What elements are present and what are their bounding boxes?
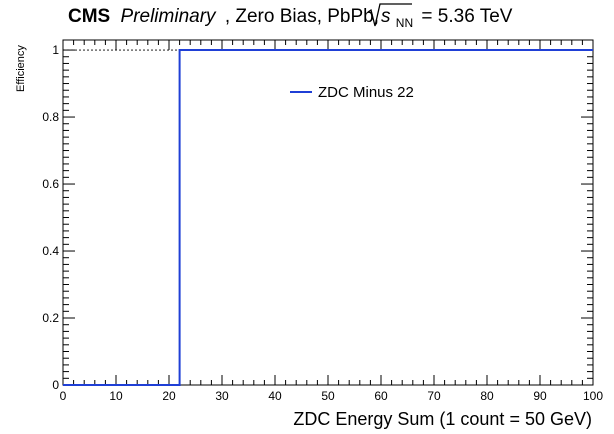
x-tick-label: 70: [427, 389, 441, 403]
x-tick-label: 60: [374, 389, 388, 403]
x-axis-title: ZDC Energy Sum (1 count = 50 GeV): [293, 409, 592, 429]
x-tick-label: 0: [60, 389, 67, 403]
title-status: Preliminary: [121, 6, 218, 27]
x-axis: 0 10 20 30 40 50 60 70 80 90 100: [60, 40, 603, 403]
series-layer: [63, 49, 593, 386]
title-energy-subscript: NN: [396, 16, 413, 30]
series-line: [63, 49, 593, 386]
x-tick-label: 50: [321, 389, 335, 403]
x-tick-label: 10: [109, 389, 123, 403]
x-tick-label: 90: [533, 389, 547, 403]
title-energy-value: = 5.36 TeV: [421, 6, 512, 27]
x-tick-label: 100: [583, 389, 603, 403]
y-axis-title: Efficiency: [15, 45, 27, 92]
legend: ZDC Minus 22: [290, 84, 414, 101]
x-tick-label: 30: [215, 389, 229, 403]
y-tick-label: 1: [52, 43, 59, 57]
title-experiment: CMS: [68, 6, 110, 27]
x-tick-label: 80: [480, 389, 494, 403]
x-tick-label: 20: [162, 389, 176, 403]
y-axis: 0 0.2 0.4 0.6 0.8 1: [42, 43, 593, 392]
y-tick-label: 0.4: [42, 244, 59, 258]
title-rest: , Zero Bias, PbPb,: [225, 6, 379, 27]
y-tick-label: 0.6: [42, 177, 59, 191]
y-tick-label: 0: [52, 378, 59, 392]
title-energy: s NN = 5.36 TeV: [381, 6, 513, 32]
y-tick-label: 0.8: [42, 110, 59, 124]
y-tick-label: 0.2: [42, 311, 59, 325]
chart-title: CMS Preliminary , Zero Bias, PbPb,: [68, 6, 379, 27]
x-tick-label: 40: [268, 389, 282, 403]
legend-label: ZDC Minus 22: [318, 84, 414, 101]
title-energy-symbol: s: [381, 6, 391, 27]
sqrt-icon: [367, 3, 412, 27]
